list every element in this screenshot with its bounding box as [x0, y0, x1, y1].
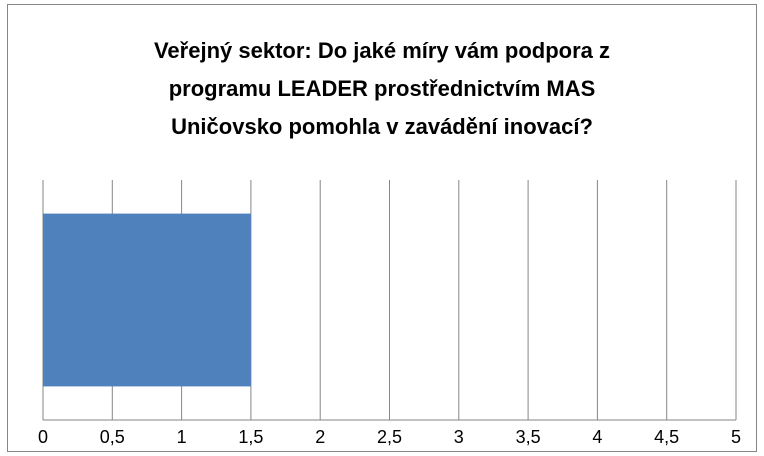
x-tick-label: 5 [731, 427, 741, 447]
x-tick-label: 3 [454, 427, 464, 447]
x-tick-label: 4 [592, 427, 602, 447]
x-tick-label: 0,5 [100, 427, 125, 447]
x-tick-label: 0 [38, 427, 48, 447]
x-tick-label: 4,5 [654, 427, 679, 447]
x-tick-label: 1,5 [238, 427, 263, 447]
x-tick-label: 3,5 [516, 427, 541, 447]
bar [43, 213, 251, 387]
x-tick-label: 1 [177, 427, 187, 447]
x-tick-label: 2,5 [377, 427, 402, 447]
x-tick-label: 2 [315, 427, 325, 447]
chart-title: Veřejný sektor: Do jaké míry vám podpora… [153, 38, 611, 139]
